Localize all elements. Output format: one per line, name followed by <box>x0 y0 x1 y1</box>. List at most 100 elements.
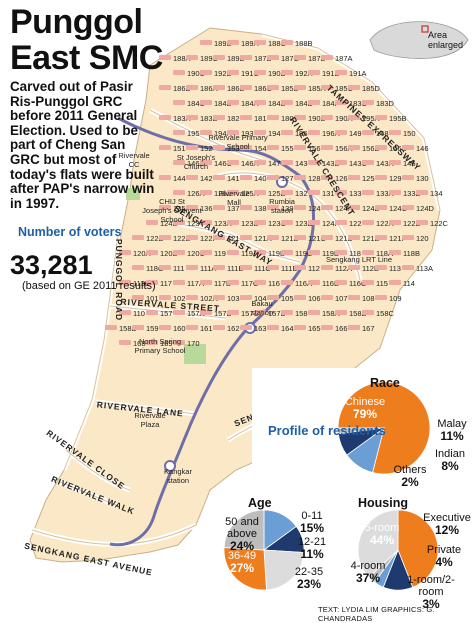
flat-block-shape <box>227 160 239 165</box>
flat-block-shape <box>308 280 320 285</box>
block-label: 113 <box>389 264 401 273</box>
flat-block-shape <box>281 250 293 255</box>
block-label: 125A <box>241 189 259 198</box>
block-label: 124B <box>362 204 380 213</box>
flat-block-shape <box>159 205 171 210</box>
flat-block-shape <box>227 70 239 75</box>
flat-block: 189D <box>213 54 246 63</box>
flat-block-shape <box>321 205 333 210</box>
age-chart-title: Age <box>248 496 272 510</box>
flat-block: 185C <box>321 84 354 93</box>
road-rivervale-close-edge <box>65 449 131 491</box>
flat-block: 156A <box>321 144 353 153</box>
flat-block: 129 <box>375 174 402 183</box>
block-label: 101 <box>146 294 159 303</box>
housing-pie-chart <box>357 509 439 591</box>
race-label-others: Others 2% <box>393 464 427 489</box>
block-label: 156 <box>308 144 321 153</box>
flat-block: 158A <box>308 309 340 318</box>
flat-block: 187C <box>267 54 300 63</box>
flat-block: 112 <box>294 264 320 273</box>
flat-block-shape <box>159 175 171 180</box>
flat-block-shape <box>227 190 239 195</box>
block-label: 194 <box>268 129 281 138</box>
block-label: 115 <box>376 279 388 288</box>
block-label: 195 <box>187 129 200 138</box>
flat-block-shape <box>294 265 306 270</box>
title-line-1: Punggol <box>10 3 143 41</box>
block-label: 184A <box>241 99 259 108</box>
flat-block-shape <box>294 235 306 240</box>
flat-block: 122 <box>335 219 362 228</box>
flat-block: 167 <box>348 324 375 333</box>
flat-block: 187A <box>321 54 353 63</box>
race-pie-chart <box>337 381 431 475</box>
block-label: 119B <box>268 249 285 258</box>
flat-block: 124B <box>348 204 380 213</box>
flat-block-shape <box>335 310 347 315</box>
flat-block-shape <box>362 130 374 135</box>
flat-block-shape <box>213 295 225 300</box>
profile-heading: Profile of residents <box>268 423 386 438</box>
flat-block-shape <box>213 115 225 120</box>
block-label: 183D <box>376 99 395 108</box>
block-label: 119A <box>241 249 258 258</box>
flat-block: 184B <box>200 99 232 108</box>
flat-block-shape <box>281 130 293 135</box>
flat-block-shape <box>146 250 158 255</box>
flat-block: 190A <box>321 114 353 123</box>
flat-block: 142 <box>186 174 213 183</box>
flat-block-shape <box>402 235 414 240</box>
block-label: 189C <box>200 54 219 63</box>
flat-block: 168 <box>119 339 146 348</box>
block-label: 123A <box>214 219 232 228</box>
flat-block: 157B <box>200 309 232 318</box>
flat-block: 137 <box>213 204 240 213</box>
flat-block-shape <box>200 70 212 75</box>
block-label: 125B <box>268 189 286 198</box>
flat-block: 138 <box>240 204 267 213</box>
housing-slice-5-room <box>397 509 439 588</box>
block-label: 122A <box>376 219 394 228</box>
flat-block: 105 <box>267 294 294 303</box>
block-label: 136 <box>200 204 213 213</box>
flat-block: 143B <box>308 159 340 168</box>
housing-label-private: Private 4% <box>426 544 462 569</box>
flat-block: 123B <box>227 219 259 228</box>
block-label: 147 <box>268 159 281 168</box>
flat-block: 122E <box>159 234 191 243</box>
flat-block: 186B <box>213 84 245 93</box>
flat-block-shape <box>389 280 401 285</box>
road-punggol-road-edge <box>63 235 119 471</box>
flat-block-shape <box>186 325 198 330</box>
flat-block: 119A <box>227 249 258 258</box>
flat-block-shape <box>105 325 117 330</box>
flat-block: 119D <box>308 249 340 258</box>
block-label: 143 <box>295 159 308 168</box>
flat-block-shape <box>416 220 428 225</box>
voters-note: (based on GE 2011 results) <box>22 280 156 292</box>
block-label: 186B <box>227 84 245 93</box>
road-rivervale-crescent-edge <box>217 172 361 281</box>
label-rivervale-primary: Rivervale Primary School <box>208 133 267 151</box>
flat-block: 188B <box>281 39 313 48</box>
flat-block: 146A <box>227 159 259 168</box>
block-label: 108 <box>362 294 375 303</box>
flat-block: 163 <box>240 324 267 333</box>
block-label: 185A <box>308 84 326 93</box>
block-label: 188A <box>173 54 191 63</box>
block-label: 157C <box>241 309 260 318</box>
block-label: 122B <box>403 219 421 228</box>
flat-block-shape <box>159 85 171 90</box>
flat-block-shape <box>281 190 293 195</box>
block-label: 122C <box>430 219 449 228</box>
flat-block: 156B <box>348 144 380 153</box>
flat-block: 153 <box>213 144 240 153</box>
flat-block-shape <box>186 235 198 240</box>
block-label: 124 <box>308 204 321 213</box>
flat-block-shape <box>281 40 293 45</box>
block-label: 110 <box>133 309 145 318</box>
kangkar-station-marker <box>164 460 176 472</box>
flat-block: 121F <box>375 234 407 243</box>
